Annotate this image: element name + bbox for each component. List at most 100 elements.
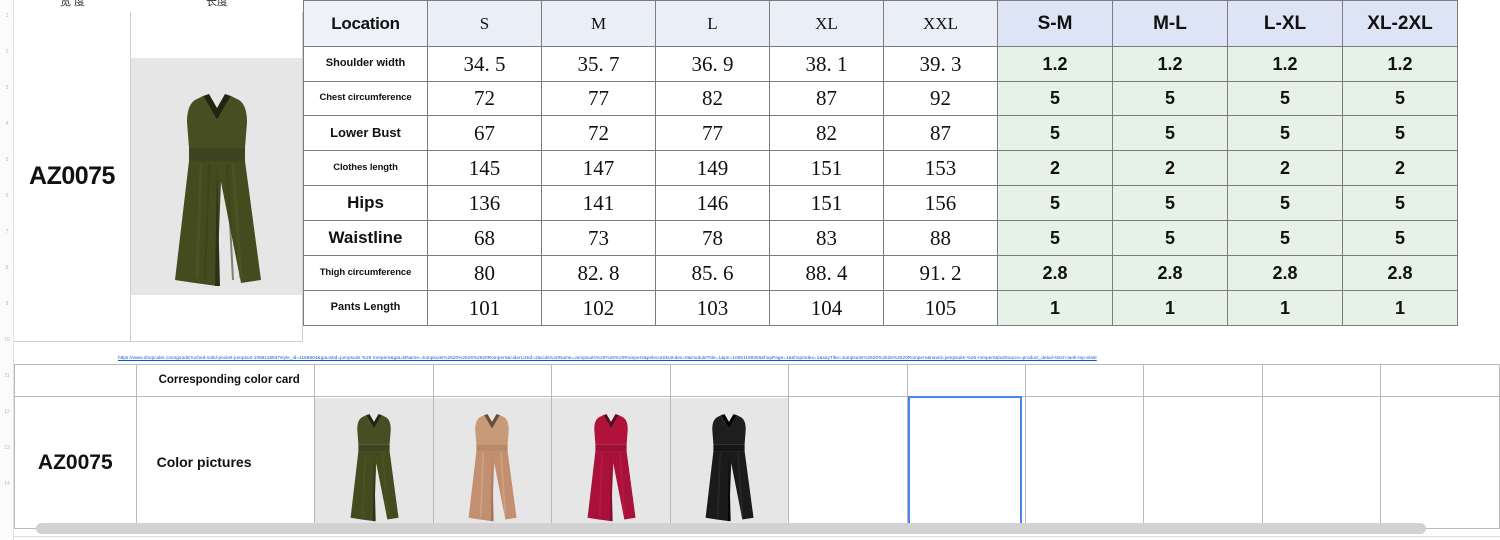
color-header-code-cell[interactable] bbox=[14, 364, 137, 397]
color-header-blank-6[interactable] bbox=[906, 364, 1027, 397]
cell-chest-xl[interactable]: 87 bbox=[769, 81, 884, 116]
cell-diff-waistline-m-l[interactable]: 5 bbox=[1112, 220, 1228, 256]
size-chart-table[interactable]: Location S M L XL XXL S-M M-L L-XL XL-2X… bbox=[303, 0, 1458, 326]
cell-thigh-xl[interactable]: 88. 4 bbox=[769, 255, 884, 291]
cell-diff-hips-s-m[interactable]: 5 bbox=[997, 185, 1113, 221]
cell-diff-pants-length-m-l[interactable]: 1 bbox=[1112, 290, 1228, 326]
cell-diff-shoulder-width-xl-2xl[interactable]: 1.2 bbox=[1342, 46, 1458, 82]
cell-hips-l[interactable]: 146 bbox=[655, 185, 770, 221]
cell-diff-chest-m-l[interactable]: 5 bbox=[1112, 81, 1228, 116]
color-header-blank-10[interactable] bbox=[1380, 364, 1500, 397]
cell-diff-waistline-l-xl[interactable]: 5 bbox=[1227, 220, 1343, 256]
color-empty-cell-5[interactable] bbox=[1261, 396, 1382, 529]
color-header-blank-7[interactable] bbox=[1025, 364, 1145, 397]
cell-lower-bust-s[interactable]: 67 bbox=[427, 115, 542, 151]
scrollbar-thumb[interactable] bbox=[36, 523, 1426, 534]
color-header-blank-8[interactable] bbox=[1143, 364, 1263, 397]
cell-diff-thigh-m-l[interactable]: 2.8 bbox=[1112, 255, 1228, 291]
color-empty-cell-2[interactable] bbox=[906, 396, 1027, 529]
table-row[interactable]: Waistline 68 73 78 83 88 5 5 5 5 bbox=[303, 220, 1458, 256]
table-row[interactable]: Clothes length 145 147 149 151 153 2 2 2… bbox=[303, 150, 1458, 186]
cell-diff-lower-bust-l-xl[interactable]: 5 bbox=[1227, 115, 1343, 151]
table-row[interactable]: Shoulder width 34. 5 35. 7 36. 9 38. 1 3… bbox=[303, 46, 1458, 82]
cell-pants-length-xl[interactable]: 104 bbox=[769, 290, 884, 326]
horizontal-scrollbar[interactable] bbox=[16, 523, 1476, 534]
color-swatch-cell-camel-tan[interactable] bbox=[432, 396, 553, 529]
cell-clothes-length-xxl[interactable]: 153 bbox=[883, 150, 998, 186]
cell-diff-shoulder-width-s-m[interactable]: 1.2 bbox=[997, 46, 1113, 82]
cell-waistline-xl[interactable]: 83 bbox=[769, 220, 884, 256]
cell-waistline-l[interactable]: 78 bbox=[655, 220, 770, 256]
cell-diff-chest-xl-2xl[interactable]: 5 bbox=[1342, 81, 1458, 116]
cell-hips-xxl[interactable]: 156 bbox=[883, 185, 998, 221]
cell-diff-clothes-length-s-m[interactable]: 2 bbox=[997, 150, 1113, 186]
product-image-cell[interactable] bbox=[131, 12, 303, 342]
cell-hips-s[interactable]: 136 bbox=[427, 185, 542, 221]
cell-diff-chest-l-xl[interactable]: 5 bbox=[1227, 81, 1343, 116]
table-row[interactable]: Lower Bust 67 72 77 82 87 5 5 5 5 bbox=[303, 115, 1458, 151]
row-number[interactable]: 14 bbox=[4, 481, 10, 487]
row-number[interactable]: 7 bbox=[5, 229, 9, 235]
product-url-link[interactable]: https://www.shopcider.com/goods/ruched-s… bbox=[118, 355, 1097, 360]
cell-diff-hips-l-xl[interactable]: 5 bbox=[1227, 185, 1343, 221]
product-code-cell[interactable]: AZ0075 bbox=[14, 12, 131, 342]
cell-diff-hips-xl-2xl[interactable]: 5 bbox=[1342, 185, 1458, 221]
row-number[interactable]: 8 bbox=[5, 265, 9, 271]
row-number[interactable]: 10 bbox=[4, 337, 10, 343]
cell-lower-bust-xxl[interactable]: 87 bbox=[883, 115, 998, 151]
cell-chest-m[interactable]: 77 bbox=[541, 81, 656, 116]
cell-diff-chest-s-m[interactable]: 5 bbox=[997, 81, 1113, 116]
cell-diff-lower-bust-s-m[interactable]: 5 bbox=[997, 115, 1113, 151]
row-number[interactable]: 9 bbox=[5, 301, 9, 307]
row-number[interactable]: 3 bbox=[5, 85, 9, 91]
cell-chest-s[interactable]: 72 bbox=[427, 81, 542, 116]
cell-clothes-length-l[interactable]: 149 bbox=[655, 150, 770, 186]
cell-shoulder-width-xl[interactable]: 38. 1 bbox=[769, 46, 884, 82]
cell-diff-pants-length-l-xl[interactable]: 1 bbox=[1227, 290, 1343, 326]
cell-pants-length-m[interactable]: 102 bbox=[541, 290, 656, 326]
color-card-image-row[interactable]: AZ0075 Color pictures bbox=[14, 396, 1500, 529]
cell-hips-m[interactable]: 141 bbox=[541, 185, 656, 221]
cell-lower-bust-m[interactable]: 72 bbox=[541, 115, 656, 151]
cell-diff-shoulder-width-m-l[interactable]: 1.2 bbox=[1112, 46, 1228, 82]
row-number[interactable]: 5 bbox=[5, 157, 9, 163]
row-number[interactable]: 12 bbox=[4, 409, 10, 415]
row-number[interactable]: 11 bbox=[4, 373, 10, 379]
cell-thigh-s[interactable]: 80 bbox=[427, 255, 542, 291]
cell-shoulder-width-l[interactable]: 36. 9 bbox=[655, 46, 770, 82]
color-header-blank-2[interactable] bbox=[432, 364, 553, 397]
cell-waistline-xxl[interactable]: 88 bbox=[883, 220, 998, 256]
cell-diff-waistline-s-m[interactable]: 5 bbox=[997, 220, 1113, 256]
cell-waistline-s[interactable]: 68 bbox=[427, 220, 542, 256]
cell-hips-xl[interactable]: 151 bbox=[769, 185, 884, 221]
cell-diff-clothes-length-m-l[interactable]: 2 bbox=[1112, 150, 1228, 186]
color-swatch-cell-olive-green[interactable] bbox=[314, 396, 434, 529]
color-swatch-cell-burgundy-red[interactable] bbox=[551, 396, 671, 529]
cell-shoulder-width-xxl[interactable]: 39. 3 bbox=[883, 46, 998, 82]
cell-lower-bust-l[interactable]: 77 bbox=[655, 115, 770, 151]
table-row[interactable]: Pants Length 101 102 103 104 105 1 1 1 1 bbox=[303, 290, 1458, 326]
row-number[interactable]: 6 bbox=[5, 193, 9, 199]
row-number[interactable]: 13 bbox=[4, 445, 10, 451]
cell-diff-pants-length-s-m[interactable]: 1 bbox=[997, 290, 1113, 326]
cell-diff-lower-bust-m-l[interactable]: 5 bbox=[1112, 115, 1228, 151]
cell-diff-shoulder-width-l-xl[interactable]: 1.2 bbox=[1227, 46, 1343, 82]
cell-clothes-length-xl[interactable]: 151 bbox=[769, 150, 884, 186]
cell-pants-length-s[interactable]: 101 bbox=[427, 290, 542, 326]
cell-diff-thigh-xl-2xl[interactable]: 2.8 bbox=[1342, 255, 1458, 291]
color-header-blank-9[interactable] bbox=[1261, 364, 1382, 397]
table-row[interactable]: Thigh circumference 80 82. 8 85. 6 88. 4… bbox=[303, 255, 1458, 291]
cell-diff-clothes-length-xl-2xl[interactable]: 2 bbox=[1342, 150, 1458, 186]
cell-shoulder-width-s[interactable]: 34. 5 bbox=[427, 46, 542, 82]
color-header-blank-5[interactable] bbox=[788, 364, 908, 397]
cell-lower-bust-xl[interactable]: 82 bbox=[769, 115, 884, 151]
color-empty-cell-3[interactable] bbox=[1025, 396, 1145, 529]
color-header-blank-3[interactable] bbox=[551, 364, 671, 397]
table-row[interactable]: Hips 136 141 146 151 156 5 5 5 5 bbox=[303, 185, 1458, 221]
cell-thigh-xxl[interactable]: 91. 2 bbox=[883, 255, 998, 291]
cell-diff-hips-m-l[interactable]: 5 bbox=[1112, 185, 1228, 221]
table-row[interactable]: Chest circumference 72 77 82 87 92 5 5 5… bbox=[303, 81, 1458, 116]
color-card-table[interactable]: Corresponding color card AZ0075 bbox=[14, 364, 1500, 529]
color-swatch-cell-black[interactable] bbox=[669, 396, 790, 529]
row-number[interactable]: 2 bbox=[5, 49, 9, 55]
